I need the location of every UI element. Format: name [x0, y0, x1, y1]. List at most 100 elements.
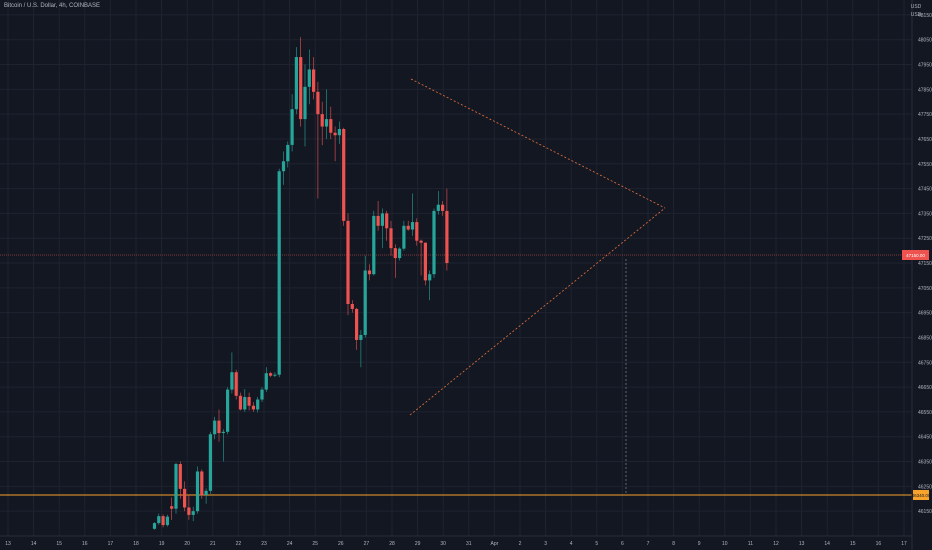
candle-body[interactable]	[234, 372, 238, 396]
candle-body[interactable]	[359, 335, 363, 340]
y-tick-label: 47450.00	[918, 187, 932, 193]
y-tick-label: 47550.00	[918, 162, 932, 168]
candle-body[interactable]	[307, 69, 311, 87]
chart-annotations	[0, 78, 912, 496]
candle-body[interactable]	[350, 303, 354, 309]
descending-trendline[interactable]	[410, 78, 666, 209]
ascending-trendline[interactable]	[409, 207, 666, 416]
candle-body[interactable]	[238, 395, 243, 410]
candle-body[interactable]	[410, 222, 415, 230]
candle-body[interactable]	[221, 431, 225, 434]
candle-body[interactable]	[174, 464, 178, 509]
candle-body[interactable]	[389, 228, 393, 249]
candle-body[interactable]	[419, 240, 423, 243]
candle-body[interactable]	[204, 490, 208, 496]
candle-body[interactable]	[337, 129, 341, 136]
candle-body[interactable]	[152, 523, 157, 529]
price-axis[interactable]: 48150.00 48050.00 47950.00 47850.00 47750.00…	[911, 0, 932, 550]
y-tick-label: 47850.00	[918, 87, 932, 93]
y-tick-label: 46350.00	[918, 460, 932, 466]
candle-body[interactable]	[367, 270, 372, 275]
candle-body[interactable]	[393, 248, 397, 259]
candle-body[interactable]	[299, 57, 303, 120]
candle-body[interactable]	[281, 161, 286, 172]
candle-body[interactable]	[294, 57, 298, 110]
y-tick-label: 48150.00	[918, 13, 932, 19]
candle-body[interactable]	[260, 389, 264, 400]
x-tick-label: 17	[108, 541, 114, 547]
candle-body[interactable]	[303, 86, 307, 120]
candle-body[interactable]	[320, 114, 324, 127]
candle-body[interactable]	[200, 471, 204, 496]
candle-body[interactable]	[243, 397, 247, 410]
candle-body[interactable]	[329, 119, 333, 133]
y-tick-label: 47150.00	[918, 261, 932, 267]
candle-body[interactable]	[251, 405, 255, 410]
x-tick-label: 9	[698, 541, 701, 547]
candle-body[interactable]	[398, 248, 402, 259]
candle-body[interactable]	[208, 434, 212, 491]
y-tick-label: 46550.00	[918, 410, 932, 416]
candle-body[interactable]	[376, 215, 380, 226]
candle-body[interactable]	[273, 374, 277, 376]
y-tick-label: 47250.00	[918, 236, 932, 242]
y-tick-label: 46950.00	[918, 311, 932, 317]
candle-body[interactable]	[428, 274, 432, 281]
candle-body[interactable]	[406, 225, 410, 230]
candle-body[interactable]	[445, 210, 449, 264]
currency-line: USD	[910, 4, 922, 10]
candle-body[interactable]	[170, 506, 174, 509]
candle-body[interactable]	[256, 399, 260, 410]
candle-body[interactable]	[213, 420, 217, 435]
y-tick-label: 48050.00	[918, 38, 932, 44]
x-tick-label: 13	[5, 541, 11, 547]
candle-body[interactable]	[269, 373, 273, 376]
candle-body[interactable]	[312, 69, 316, 92]
candle-body[interactable]	[165, 516, 169, 526]
candle-body[interactable]	[402, 225, 406, 249]
x-tick-label: 8	[672, 541, 675, 547]
candle-body[interactable]	[277, 171, 281, 375]
currency-line: USD	[910, 12, 922, 18]
x-tick-label: 12	[773, 541, 779, 547]
y-tick-label: 47650.00	[918, 137, 932, 143]
candle-body[interactable]	[230, 372, 234, 390]
candle-body[interactable]	[157, 516, 161, 524]
candle-body[interactable]	[432, 210, 436, 275]
time-axis[interactable]: 13 14 15 16 17 18 19 20 21 22 23 24 25 26 27 28 29 30 31 Ap…	[0, 535, 912, 547]
candle-body[interactable]	[187, 507, 191, 515]
y-tick-label: 47050.00	[918, 286, 932, 292]
candle-body[interactable]	[346, 220, 350, 304]
candle-body[interactable]	[183, 488, 187, 508]
candle-body[interactable]	[342, 129, 346, 221]
candle-body[interactable]	[363, 270, 367, 335]
candle-body[interactable]	[316, 91, 320, 115]
symbol-legend[interactable]: Bitcoin / U.S. Dollar, 4h, COINBASE	[4, 3, 100, 9]
candle-body[interactable]	[161, 516, 165, 526]
candle-body[interactable]	[324, 119, 329, 127]
x-tick-label: 28	[389, 541, 395, 547]
candle-body[interactable]	[423, 242, 427, 281]
candle-body[interactable]	[380, 213, 384, 226]
candle-body[interactable]	[264, 373, 268, 390]
candle-body[interactable]	[178, 464, 182, 489]
x-tick-label: 17	[901, 541, 907, 547]
support-price-tag-label: 46340.00	[912, 493, 931, 498]
candle-body[interactable]	[441, 204, 445, 211]
x-tick-label: 16	[876, 541, 882, 547]
candle-body[interactable]	[436, 204, 440, 211]
candle-body[interactable]	[290, 109, 294, 145]
candle-body[interactable]	[191, 511, 195, 515]
candle-body[interactable]	[372, 215, 376, 275]
candle-body[interactable]	[355, 308, 359, 340]
candle-body[interactable]	[415, 222, 419, 241]
candle-body[interactable]	[217, 420, 221, 434]
candle-body[interactable]	[286, 144, 290, 162]
candle-body[interactable]	[226, 389, 230, 432]
candle-body[interactable]	[333, 132, 337, 136]
candle-body[interactable]	[385, 213, 389, 229]
x-tick-label: 16	[82, 541, 88, 547]
candle-body[interactable]	[247, 397, 251, 406]
candle-body[interactable]	[195, 471, 200, 512]
